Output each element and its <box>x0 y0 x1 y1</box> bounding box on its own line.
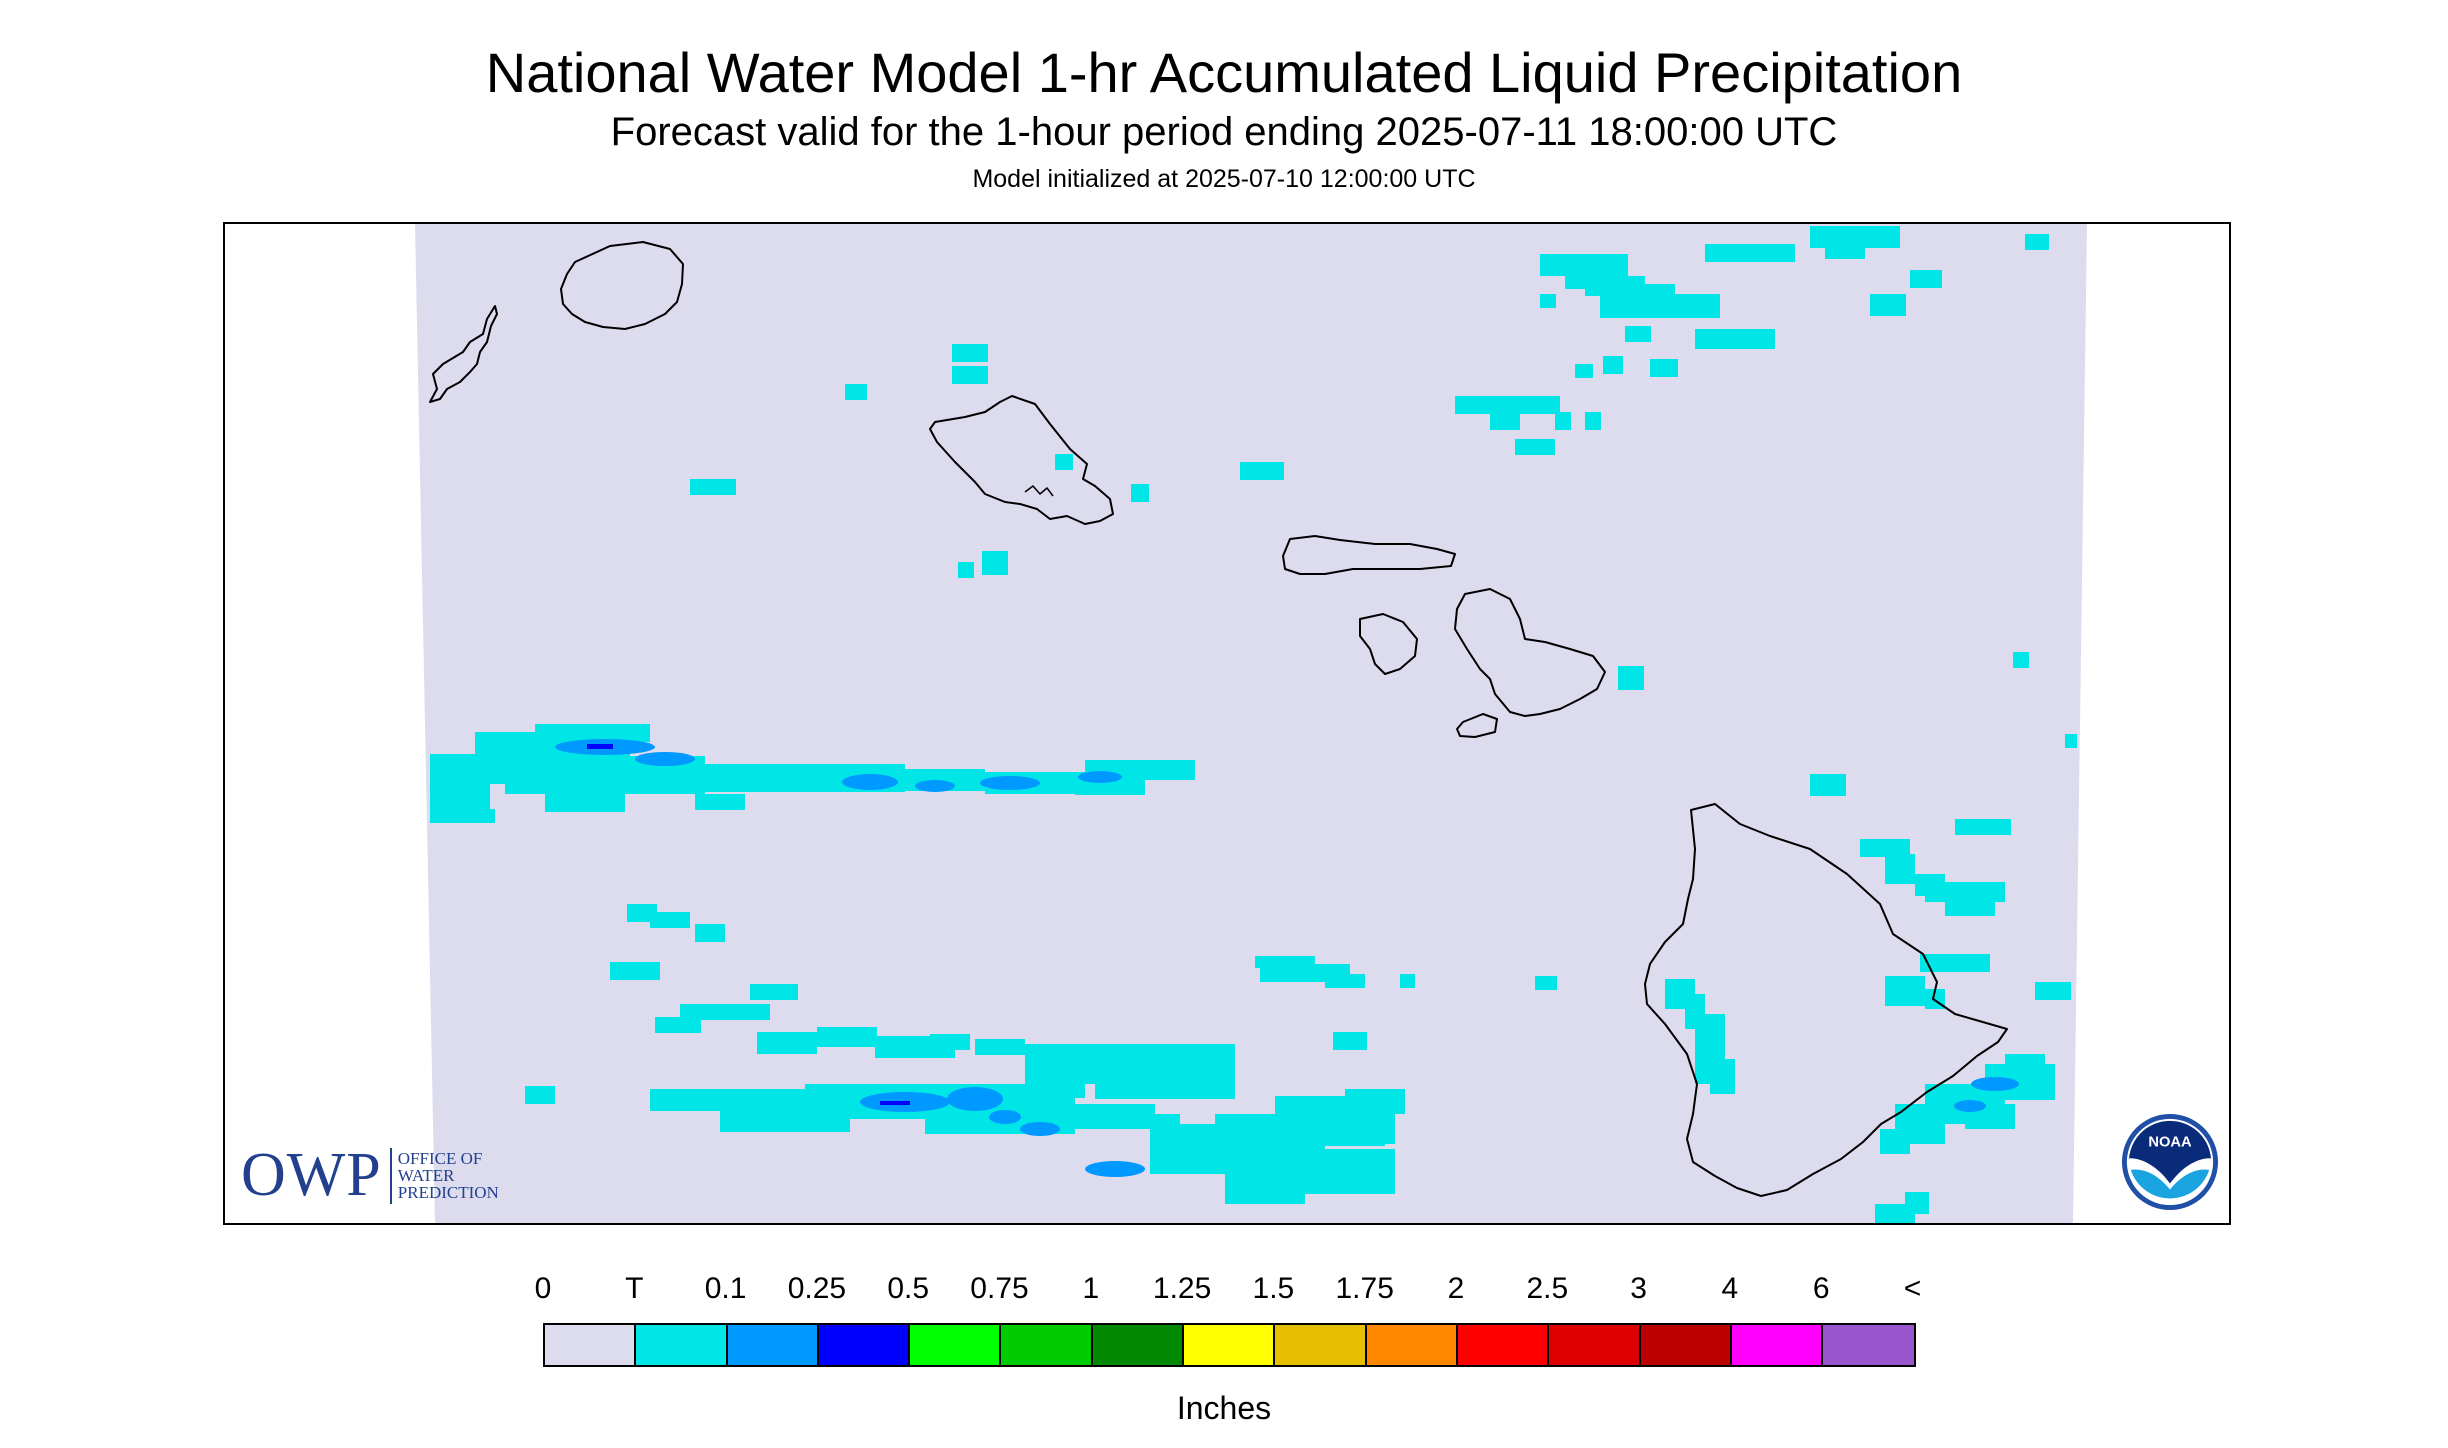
legend-units-label: Inches <box>1176 1390 1272 1426</box>
legend-labels: 0 T 0.1 0.25 0.5 0.75 1 1.25 1.5 1.75 2 2.5 3 4 6 < <box>0 1272 2448 1312</box>
legend-swatch <box>1823 1325 1915 1365</box>
legend-swatch <box>1731 1325 1824 1365</box>
model-initialized-label: Model initialized at 2025-07-10 12:00:00… <box>972 165 1476 193</box>
legend-swatch <box>727 1325 819 1365</box>
legend-tick-label: 0.25 <box>787 1272 847 1305</box>
island-hawaii <box>1644 803 2008 1197</box>
legend-tick-label: 2 <box>1447 1272 1465 1305</box>
legend-tick-label: 0.5 <box>887 1272 930 1305</box>
forecast-valid-subtitle: Forecast valid for the 1-hour period end… <box>610 110 1838 154</box>
legend-tick-label: 6 <box>1812 1272 1830 1305</box>
legend-swatch <box>1275 1325 1367 1365</box>
legend-tick-label: T <box>625 1272 644 1305</box>
island-kauai <box>560 241 684 330</box>
owp-logo-line-1: OFFICE OF <box>397 1149 483 1168</box>
noaa-logo: NOAA <box>2121 1113 2219 1211</box>
owp-logo-letters: OWP <box>241 1141 382 1209</box>
coastlines <box>429 241 2008 1197</box>
page-title: National Water Model 1-hr Accumulated Li… <box>485 41 1963 104</box>
legend-swatch <box>545 1325 637 1365</box>
oahu-pearl-harbor <box>1024 485 1054 497</box>
legend-tick-label: < <box>1903 1272 1922 1305</box>
legend-swatch <box>1549 1325 1641 1365</box>
legend-swatch <box>910 1325 1002 1365</box>
precip-moderate-areas <box>587 744 910 1105</box>
legend-tick-label: 2.5 <box>1526 1272 1569 1305</box>
noaa-logo-letters: NOAA <box>2148 1134 2192 1150</box>
island-niihau <box>429 305 498 403</box>
legend-tick-label: 0.75 <box>970 1272 1029 1305</box>
legend-tick-label: 1 <box>1082 1272 1100 1305</box>
owp-logo-divider <box>389 1147 392 1204</box>
legend-tick-label: 0 <box>534 1272 552 1305</box>
island-lanai <box>1359 613 1418 675</box>
legend-swatch <box>818 1325 911 1365</box>
owp-logo: OWP OFFICE OF WATER PREDICTION <box>241 1140 499 1211</box>
legend-tick-label: 4 <box>1721 1272 1739 1305</box>
legend-swatch <box>1640 1325 1732 1365</box>
legend-tick-label: 1.25 <box>1152 1272 1212 1305</box>
precip-trace-areas <box>430 226 2077 1223</box>
legend-tick-label: 3 <box>1630 1272 1647 1305</box>
owp-logo-line-2: WATER <box>397 1166 455 1185</box>
model-domain <box>415 224 2087 1223</box>
precip-light-areas <box>555 739 2019 1177</box>
precipitation-map[interactable]: OWP OFFICE OF WATER PREDICTION NOAA <box>223 222 2231 1225</box>
legend-swatch <box>1457 1325 1550 1365</box>
legend-swatch <box>1001 1325 1093 1365</box>
owp-logo-line-3: PREDICTION <box>397 1183 499 1202</box>
legend-swatch <box>1366 1325 1458 1365</box>
owp-logo-wordmark: OFFICE OF WATER PREDICTION <box>398 1150 499 1201</box>
legend-swatch <box>1184 1325 1276 1365</box>
legend-tick-label: 0.1 <box>704 1272 747 1305</box>
island-molokai <box>1282 535 1456 575</box>
island-oahu <box>929 395 1114 525</box>
map-canvas[interactable] <box>225 224 2229 1223</box>
legend-swatch <box>1092 1325 1185 1365</box>
legend-tick-label: 1.5 <box>1252 1272 1295 1305</box>
island-kahoolawe <box>1456 713 1498 738</box>
legend-tick-label: 1.75 <box>1335 1272 1394 1305</box>
legend-colorbar <box>543 1323 1917 1367</box>
island-maui <box>1454 588 1606 717</box>
legend-swatch <box>636 1325 728 1365</box>
